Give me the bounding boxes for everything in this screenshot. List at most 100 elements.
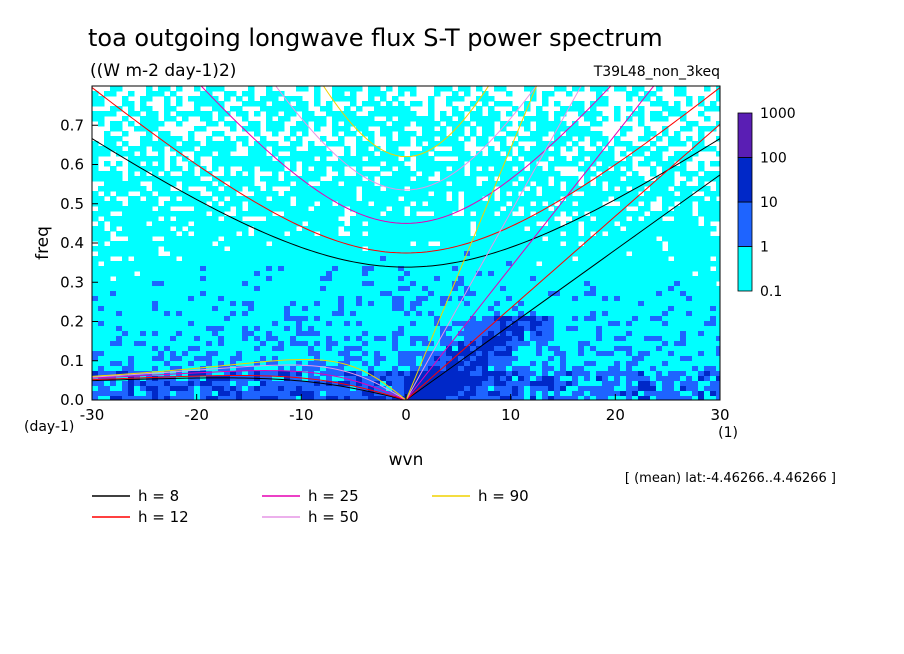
contour-cell — [482, 101, 489, 107]
contour-cell — [272, 321, 279, 327]
contour-cell — [674, 311, 681, 317]
contour-cell — [356, 146, 363, 152]
contour-cell — [620, 296, 627, 302]
contour-cell — [374, 106, 381, 112]
contour-cell — [92, 271, 99, 277]
contour-cell — [470, 241, 477, 247]
contour-cell — [356, 251, 363, 257]
contour-cell — [398, 106, 405, 112]
contour-cell — [464, 316, 471, 322]
contour-cell — [614, 321, 621, 327]
contour-cell — [260, 351, 267, 357]
contour-cell — [632, 306, 639, 312]
contour-cell — [194, 326, 201, 332]
contour-cell — [326, 311, 333, 317]
contour-cell — [566, 236, 573, 242]
contour-cell — [530, 116, 537, 122]
contour-cell — [686, 346, 693, 352]
contour-cell — [368, 266, 375, 272]
contour-cell — [410, 296, 417, 302]
contour-cell — [278, 326, 285, 332]
contour-cell — [542, 286, 549, 292]
contour-cell — [650, 261, 657, 267]
contour-cell — [320, 251, 327, 257]
contour-cell — [206, 111, 213, 117]
contour-cell — [146, 196, 153, 202]
contour-cell — [428, 111, 435, 117]
contour-cell — [602, 141, 609, 147]
contour-cell — [188, 176, 195, 182]
contour-cell — [122, 291, 129, 297]
contour-cell — [614, 301, 621, 307]
contour-cell — [260, 321, 267, 327]
contour-cell — [320, 201, 327, 207]
contour-cell — [200, 356, 207, 362]
contour-cell — [236, 341, 243, 347]
contour-cell — [512, 241, 519, 247]
contour-cell — [416, 156, 423, 162]
contour-cell — [572, 206, 579, 212]
contour-cell — [434, 336, 441, 342]
contour-cell — [464, 246, 471, 252]
contour-cell — [236, 301, 243, 307]
contour-cell — [146, 206, 153, 212]
contour-cell — [428, 301, 435, 307]
contour-cell — [350, 206, 357, 212]
contour-cell — [254, 226, 261, 232]
contour-cell — [590, 291, 597, 297]
contour-cell — [560, 321, 567, 327]
contour-cell — [230, 281, 237, 287]
contour-cell — [410, 256, 417, 262]
contour-cell — [524, 241, 531, 247]
contour-cell — [446, 201, 453, 207]
contour-cell — [422, 336, 429, 342]
contour-cell — [608, 251, 615, 257]
contour-cell — [122, 326, 129, 332]
contour-cell — [278, 101, 285, 107]
contour-cell — [614, 206, 621, 212]
contour-cell — [362, 101, 369, 107]
contour-cell — [638, 276, 645, 282]
contour-cell — [158, 176, 165, 182]
contour-cell — [314, 256, 321, 262]
contour-cell — [248, 276, 255, 282]
contour-cell — [716, 266, 720, 272]
contour-cell — [542, 146, 549, 152]
contour-cell — [542, 316, 549, 322]
contour-cell — [656, 286, 663, 292]
contour-cell — [146, 266, 153, 272]
contour-cell — [296, 346, 303, 352]
contour-cell — [590, 306, 597, 312]
contour-cell — [182, 286, 189, 292]
contour-cell — [368, 121, 375, 127]
contour-cell — [434, 271, 441, 277]
contour-cell — [512, 311, 519, 317]
contour-cell — [182, 341, 189, 347]
contour-cell — [380, 321, 387, 327]
contour-cell — [668, 176, 675, 182]
contour-cell — [302, 191, 309, 197]
contour-cell — [122, 356, 129, 362]
contour-cell — [140, 116, 147, 122]
contour-cell — [482, 236, 489, 242]
contour-cell — [218, 356, 225, 362]
contour-cell — [566, 281, 573, 287]
contour-cell — [224, 151, 231, 157]
contour-cell — [632, 226, 639, 232]
contour-cell — [566, 321, 573, 327]
contour-cell — [176, 326, 183, 332]
contour-cell — [116, 231, 123, 237]
contour-cell — [410, 191, 417, 197]
contour-cell — [638, 146, 645, 152]
contour-cell — [434, 221, 441, 227]
contour-cell — [326, 266, 333, 272]
contour-cell — [440, 196, 447, 202]
contour-cell — [140, 246, 147, 252]
contour-cell — [662, 346, 669, 352]
contour-cell — [98, 281, 105, 287]
contour-cell — [518, 111, 525, 117]
contour-cell — [644, 346, 651, 352]
contour-cell — [518, 246, 525, 252]
contour-cell — [134, 146, 141, 152]
contour-cell — [212, 341, 219, 347]
